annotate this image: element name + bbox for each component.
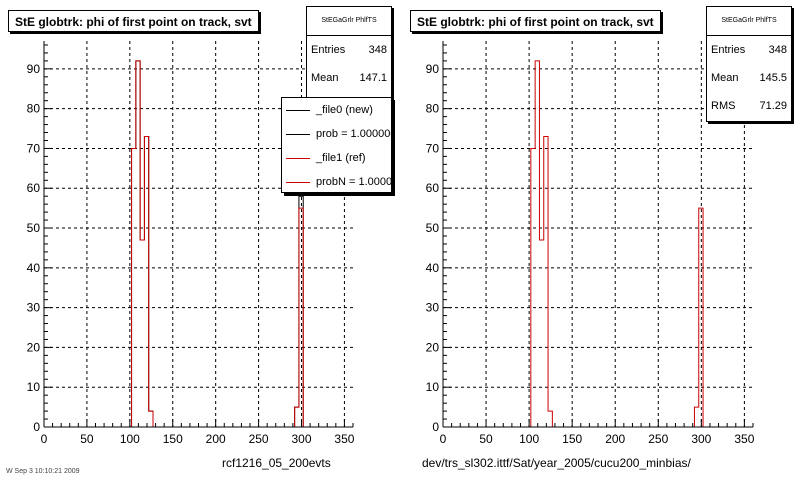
y-tick-label: 30 <box>27 301 41 315</box>
legend-item: probN = 1.000000 <box>282 170 391 192</box>
y-tick-label: 10 <box>426 380 440 394</box>
stats-row-rms: RMS 71.29 <box>711 100 787 112</box>
stats-row-entries: Entries 348 <box>311 44 387 56</box>
x-tick-label: 350 <box>734 432 754 446</box>
histogram-series-ref <box>443 60 753 428</box>
x-tick-label: 50 <box>80 432 94 446</box>
stats-row-entries: Entries 348 <box>711 44 787 56</box>
histogram-series-_file1 (ref) <box>44 60 353 428</box>
histogram-right: 0 50 100 150 200 250 300 350 0 10 20 30 40 50 60 70 80 90 <box>426 41 755 446</box>
legend-item: prob = 1.000000 <box>282 122 391 146</box>
y-tick-label: 80 <box>27 102 41 116</box>
x-tick-label: 50 <box>479 432 493 446</box>
x-tick-label: 250 <box>648 432 668 446</box>
stats-box-right: StEGaGrlr PhlfTS Entries 348 Mean 145.5 RM… <box>706 6 792 122</box>
y-tick-label: 10 <box>27 380 41 394</box>
chart-title-left: StE globtrk: phi of first point on track… <box>8 10 259 32</box>
x-tick-label: 250 <box>249 432 269 446</box>
x-tick-label: 0 <box>440 432 447 446</box>
y-tick-label: 70 <box>27 141 41 155</box>
y-tick-label: 60 <box>426 181 440 195</box>
stats-row-mean: Mean 145.5 <box>711 72 787 84</box>
y-tick-label: 20 <box>27 340 41 354</box>
legend: _file0 (new) prob = 1.000000 _file1 (ref… <box>281 97 392 193</box>
x-tick-label: 100 <box>519 432 539 446</box>
y-tick-label: 30 <box>426 301 440 315</box>
legend-item: _file1 (ref) <box>282 146 391 170</box>
y-tick-label: 50 <box>27 221 41 235</box>
x-tick-label: 100 <box>120 432 140 446</box>
y-tick-label: 0 <box>33 420 40 434</box>
y-tick-label: 90 <box>27 62 41 76</box>
chart-title-right: StE globtrk: phi of first point on track… <box>410 10 661 32</box>
x-tick-label: 150 <box>163 432 183 446</box>
x-tick-label: 150 <box>562 432 582 446</box>
y-tick-label: 70 <box>426 141 440 155</box>
x-tick-label: 200 <box>605 432 625 446</box>
timestamp-label: W Sep 3 10:10:21 2009 <box>6 468 80 475</box>
y-tick-label: 60 <box>27 181 41 195</box>
x-tick-label: 0 <box>41 432 48 446</box>
y-tick-label: 40 <box>27 261 41 275</box>
y-tick-label: 0 <box>432 420 439 434</box>
legend-line <box>286 157 310 159</box>
y-tick-label: 20 <box>426 340 440 354</box>
x-tick-label: 200 <box>206 432 226 446</box>
stats-header: StEGaGrlr PhlfTS <box>307 7 391 36</box>
y-tick-label: 80 <box>426 102 440 116</box>
y-tick-label: 90 <box>426 62 440 76</box>
legend-item: _file0 (new) <box>282 98 391 122</box>
legend-line <box>286 109 310 111</box>
y-tick-label: 50 <box>426 221 440 235</box>
stats-header: StEGaGrlr PhlfTS <box>707 7 791 36</box>
stats-row-mean: Mean 147.1 <box>311 72 387 84</box>
x-tick-label: 300 <box>291 432 311 446</box>
x-tick-label: 350 <box>334 432 354 446</box>
x-tick-label: 300 <box>691 432 711 446</box>
legend-line <box>286 181 310 183</box>
legend-line <box>286 133 310 135</box>
footer-label-right: dev/trs_sl302.ittf/Sat/year_2005/cucu200… <box>422 456 691 470</box>
footer-label-left: rcf1216_05_200evts <box>222 456 331 470</box>
stats-box-left: StEGaGrlr PhlfTS Entries 348 Mean 147.1 <box>306 6 392 102</box>
y-tick-label: 40 <box>426 261 440 275</box>
